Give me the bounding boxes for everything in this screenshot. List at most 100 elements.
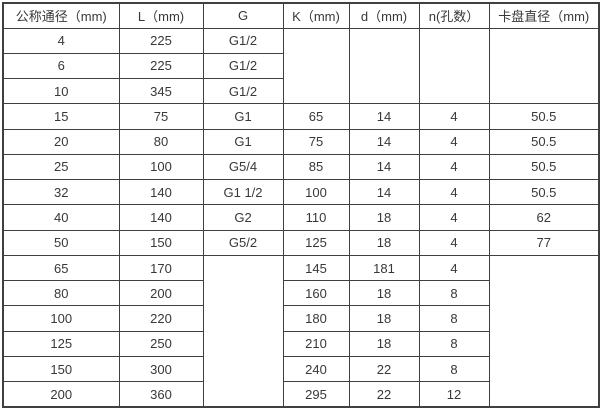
table-row: 4 225 G1/2 [2, 27, 600, 105]
table-cell-nominal-diameter: 6 [2, 52, 120, 80]
table-row: 15 75 G1 65 14 4 50.5 [2, 103, 600, 130]
table-cell-length-l: 100 [118, 153, 204, 181]
table-cell-bolt-circle-k: 145 [282, 254, 350, 282]
table-row: 20 80 G1 75 14 4 50.5 [2, 128, 600, 155]
table-cell-bolt-circle-k: 160 [282, 280, 350, 307]
header-nominal-diameter: 公称通径（mm) [2, 2, 120, 29]
table-cell-nominal-diameter: 65 [2, 254, 120, 282]
table-row: 200 360 295 22 12 [2, 381, 599, 408]
table-cell-bolt-circle-k: 65 [282, 103, 350, 130]
spec-table-body: 4 225 G1/2 6 225 G1/2 10 345 G1/2 15 75 G1 65 14 4 50.5… [2, 27, 600, 408]
table-cell-hole-d: 14 [348, 128, 420, 155]
table-cell-nominal-diameter: 15 [2, 103, 120, 130]
header-hole-d: d（mm) [348, 2, 420, 29]
table-cell-hole-count-n: 4 [418, 254, 490, 282]
table-cell-nominal-diameter: 25 [2, 153, 120, 181]
table-cell-hole-d: 18 [348, 280, 420, 307]
table-cell-bolt-circle-k: 110 [282, 204, 350, 231]
table-cell-length-l: 360 [118, 381, 204, 408]
table-cell-length-l: 80 [118, 128, 204, 155]
table-cell-thread-g: G1 [202, 103, 284, 130]
table-cell-nominal-diameter: 50 [2, 229, 120, 256]
table-cell-nominal-diameter: 100 [2, 305, 120, 332]
table-cell-chuck-diameter [488, 254, 600, 408]
table-cell-hole-d: 14 [348, 103, 420, 130]
table-cell-hole-count-n: 4 [418, 128, 490, 155]
table-cell-length-l: 140 [118, 204, 204, 231]
table-cell-thread-g [202, 254, 284, 408]
table-cell-bolt-circle-k: 240 [282, 355, 350, 383]
table-cell-hole-d: 18 [348, 204, 420, 231]
table-cell-thread-g: G5/2 [202, 229, 284, 256]
table-cell-nominal-diameter: 80 [2, 280, 120, 307]
table-row: 25 100 G5/4 85 14 4 50.5 [2, 153, 600, 181]
table-cell-nominal-diameter: 200 [2, 381, 120, 408]
header-length-l: L（mm) [118, 2, 204, 29]
table-cell-nominal-diameter: 40 [2, 204, 120, 231]
table-cell-length-l: 225 [118, 27, 204, 54]
table-row: 50 150 G5/2 125 18 4 77 [2, 229, 600, 256]
table-cell-chuck-diameter: 50.5 [488, 103, 600, 130]
table-cell-hole-count-n: 8 [418, 355, 490, 383]
table-cell-nominal-diameter: 4 [2, 27, 120, 54]
table-cell-length-l: 150 [118, 229, 204, 256]
table-cell-nominal-diameter: 125 [2, 330, 120, 357]
table-cell-hole-count-n: 4 [418, 229, 490, 256]
table-cell-bolt-circle-k: 295 [282, 381, 350, 408]
table-row: 65 170 145 181 4 [2, 254, 600, 408]
table-cell-length-l: 225 [118, 52, 204, 80]
table-cell-length-l: 250 [118, 330, 204, 357]
table-cell-thread-g: G2 [202, 204, 284, 231]
table-cell-hole-d: 181 [348, 254, 420, 282]
table-cell-hole-count-n: 4 [418, 153, 490, 181]
table-cell-chuck-diameter: 50.5 [488, 128, 600, 155]
table-cell-length-l: 220 [118, 305, 204, 332]
table-cell-hole-d [348, 27, 420, 105]
table-cell-hole-d: 18 [348, 229, 420, 256]
header-hole-count-n: n(孔数） [418, 2, 490, 29]
table-row: 6 225 G1/2 [2, 52, 599, 80]
table-cell-length-l: 345 [118, 78, 204, 105]
table-cell-hole-count-n: 4 [418, 179, 490, 206]
table-cell-hole-d: 22 [348, 381, 420, 408]
table-cell-hole-count-n: 8 [418, 305, 490, 332]
table-cell-nominal-diameter: 150 [2, 355, 120, 383]
table-cell-length-l: 140 [118, 179, 204, 206]
table-cell-chuck-diameter: 77 [488, 229, 600, 256]
table-row: 150 300 240 22 8 [2, 355, 599, 383]
table-cell-hole-d: 18 [348, 305, 420, 332]
table-cell-thread-g: G1/2 [202, 78, 284, 105]
table-cell-length-l: 300 [118, 355, 204, 383]
spec-table-header: 公称通径（mm) L（mm) G K（mm) d（mm) n(孔数） 卡盘直径（mm) [2, 2, 600, 29]
table-cell-nominal-diameter: 10 [2, 78, 120, 105]
table-cell-hole-d: 22 [348, 355, 420, 383]
table-cell-thread-g: G5/4 [202, 153, 284, 181]
table-cell-length-l: 200 [118, 280, 204, 307]
table-cell-bolt-circle-k: 85 [282, 153, 350, 181]
table-cell-bolt-circle-k: 180 [282, 305, 350, 332]
table-cell-thread-g: G1 1/2 [202, 179, 284, 206]
table-cell-bolt-circle-k [282, 27, 350, 105]
header-chuck-diameter: 卡盘直径（mm) [488, 2, 600, 29]
table-cell-length-l: 170 [118, 254, 204, 282]
table-cell-chuck-diameter: 50.5 [488, 179, 600, 206]
table-row: 125 250 210 18 8 [2, 330, 599, 357]
table-cell-bolt-circle-k: 100 [282, 179, 350, 206]
table-cell-thread-g: G1/2 [202, 27, 284, 54]
header-thread-g: G [202, 2, 284, 29]
table-cell-hole-d: 14 [348, 179, 420, 206]
table-cell-chuck-diameter: 62 [488, 204, 600, 231]
table-cell-nominal-diameter: 20 [2, 128, 120, 155]
table-cell-length-l: 75 [118, 103, 204, 130]
table-cell-chuck-diameter [488, 27, 600, 105]
table-cell-hole-d: 18 [348, 330, 420, 357]
table-cell-hole-d: 14 [348, 153, 420, 181]
table-cell-hole-count-n [418, 27, 490, 105]
table-cell-hole-count-n: 4 [418, 204, 490, 231]
table-cell-hole-count-n: 8 [418, 330, 490, 357]
header-row: 公称通径（mm) L（mm) G K（mm) d（mm) n(孔数） 卡盘直径（mm) [2, 2, 600, 29]
table-cell-thread-g: G1 [202, 128, 284, 155]
table-cell-chuck-diameter: 50.5 [488, 153, 600, 181]
header-bolt-circle-k: K（mm) [282, 2, 350, 29]
